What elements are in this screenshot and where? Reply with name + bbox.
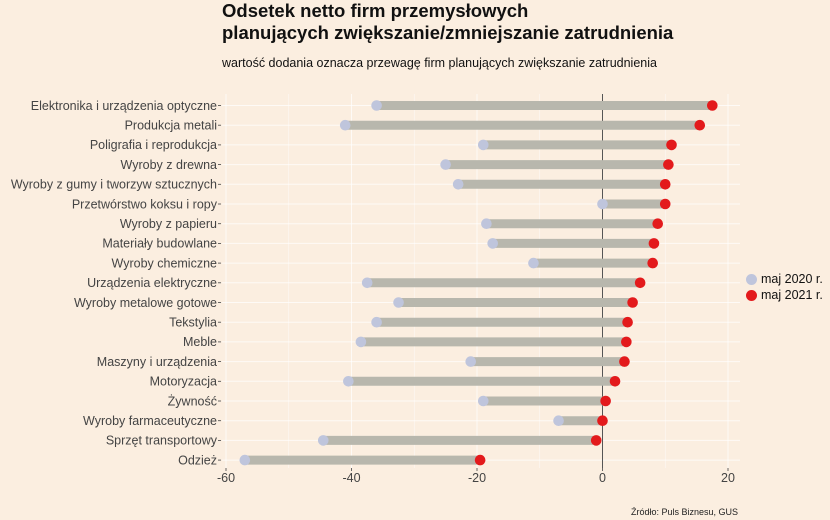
legend: maj 2020 r. maj 2021 r. (746, 271, 823, 303)
chart-subtitle: wartość dodania oznacza przewagę firm pl… (222, 56, 657, 70)
x-tick-label: -40 (342, 471, 360, 485)
point-2020 (317, 435, 329, 446)
category-label: Meble (183, 335, 217, 349)
point-2020 (597, 198, 608, 210)
legend-label-2021: maj 2021 r. (761, 288, 823, 302)
category-label: Maszyny i urządzenia (97, 355, 217, 369)
point-2021 (663, 159, 674, 170)
category-label: Żywność (168, 394, 217, 408)
point-2020 (339, 119, 351, 131)
point-2020 (343, 376, 354, 387)
chart-title-line-1: Odsetek netto firm przemysłowych (222, 0, 529, 21)
point-2020 (553, 415, 564, 427)
x-tick-label: -20 (468, 471, 486, 485)
point-2020 (361, 277, 373, 289)
point-2020 (465, 356, 477, 367)
point-2021 (600, 395, 611, 407)
legend-item-2020: maj 2020 r. (746, 271, 823, 287)
point-2020 (239, 454, 251, 466)
category-label: Elektronika i urządzenia optyczne (31, 99, 217, 113)
point-2021 (647, 257, 658, 269)
point-2021 (652, 218, 664, 229)
category-label: Wyroby metalowe gotowe (74, 296, 217, 310)
x-tick-label: 0 (599, 471, 606, 485)
category-label: Produkcja metali (125, 119, 217, 133)
point-2020 (477, 139, 489, 151)
point-2021 (597, 415, 608, 427)
category-label: Materiały budowlane (102, 237, 217, 251)
point-2021 (659, 198, 671, 210)
legend-marker-2020 (746, 273, 757, 285)
legend-item-2021: maj 2021 r. (746, 287, 823, 303)
point-2020 (481, 218, 492, 229)
point-2020 (440, 159, 451, 170)
point-2020 (528, 257, 539, 269)
point-2020 (487, 238, 498, 249)
category-label: Urządzenia elektryczne (87, 276, 217, 290)
point-2021 (666, 139, 677, 151)
point-2021 (659, 179, 671, 190)
category-label: Motoryzacja (150, 375, 217, 389)
category-label: Wyroby z gumy i tworzyw sztucznych (11, 178, 217, 192)
chart-title: Odsetek netto firm przemysłowych planują… (222, 0, 822, 44)
point-2021 (634, 277, 646, 289)
category-label: Wyroby z drewna (121, 158, 217, 172)
point-2021 (648, 238, 660, 249)
category-label: Wyroby farmaceutyczne (83, 414, 217, 428)
legend-label-2020: maj 2020 r. (761, 272, 823, 286)
point-2021 (622, 316, 633, 328)
point-2021 (590, 435, 602, 446)
point-2020 (393, 297, 404, 308)
point-2020 (355, 336, 367, 348)
category-label: Odzież (178, 453, 217, 467)
category-label: Wyroby chemiczne (112, 256, 218, 270)
point-2020 (477, 395, 489, 407)
category-label: Wyroby z papieru (120, 217, 217, 231)
point-2020 (452, 179, 464, 190)
legend-marker-2021 (746, 289, 757, 301)
point-2021 (627, 297, 638, 308)
x-tick-label: 20 (721, 471, 735, 485)
point-2021 (609, 376, 621, 387)
category-label: Tekstylia (169, 316, 217, 330)
point-2021 (707, 100, 718, 111)
point-2021 (621, 336, 632, 348)
point-2021 (694, 119, 706, 131)
point-2020 (371, 100, 382, 111)
category-label: Przetwórstwo koksu i ropy (72, 197, 218, 211)
chart-title-line-2: planujących zwiększanie/zmniejszanie zat… (222, 22, 674, 43)
category-label: Poligrafia i reprodukcja (90, 138, 217, 152)
source-note: Źródło: Puls Biznesu, GUS (630, 507, 738, 517)
x-tick-label: -60 (217, 471, 235, 485)
point-2021 (619, 356, 630, 367)
category-label: Sprzęt transportowy (106, 434, 218, 448)
point-2021 (474, 454, 486, 466)
point-2020 (371, 316, 382, 328)
